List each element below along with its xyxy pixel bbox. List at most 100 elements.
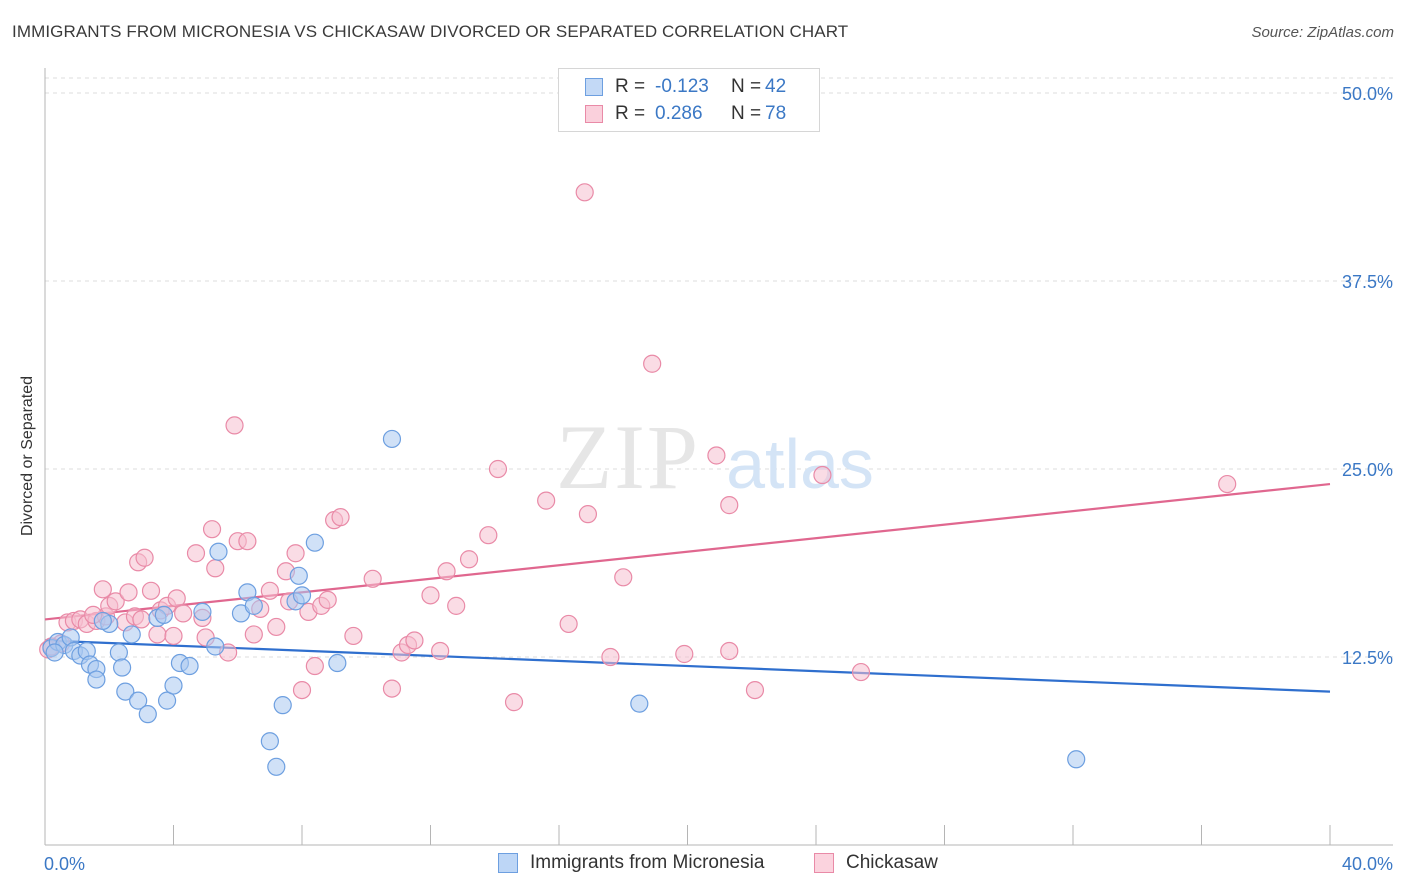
chickasaw-point bbox=[141, 581, 161, 600]
micronesia-point bbox=[267, 757, 286, 776]
chickasaw-point bbox=[437, 562, 456, 581]
y-tick-label: 50.0% bbox=[1342, 84, 1393, 104]
micronesia-point bbox=[193, 602, 212, 621]
chickasaw-point bbox=[643, 354, 662, 373]
watermark-zip: ZIP bbox=[556, 406, 700, 508]
y-tick-label: 25.0% bbox=[1342, 460, 1393, 480]
chickasaw-point bbox=[186, 544, 206, 563]
n-value: 42 bbox=[765, 76, 787, 97]
chickasaw-point bbox=[1218, 474, 1237, 494]
n-label: N = bbox=[731, 76, 762, 97]
chickasaw-point bbox=[479, 526, 498, 545]
r-value: 0.286 bbox=[655, 103, 703, 124]
chickasaw-point bbox=[504, 693, 524, 712]
tick-labels: 12.5% 25.0% 37.5% 50.0% 0.0% 40.0% bbox=[44, 84, 1393, 874]
chickasaw-point bbox=[331, 508, 350, 527]
micronesia-point bbox=[109, 643, 128, 662]
chickasaw-point bbox=[431, 641, 450, 661]
series-legend: Immigrants from Micronesia Chickasaw bbox=[0, 852, 1406, 878]
watermark: ZIP atlas bbox=[556, 406, 874, 508]
legend-row-micronesia: R = -0.123 N = 42 bbox=[585, 75, 786, 99]
chickasaw-point bbox=[174, 604, 193, 623]
chickasaw-point bbox=[720, 641, 739, 661]
micronesia-point bbox=[206, 637, 225, 656]
chickasaw-point bbox=[238, 532, 257, 551]
chickasaw-point bbox=[614, 568, 633, 587]
correlation-legend: R = -0.123 N = 42 R = 0.286 N = 78 bbox=[558, 68, 820, 132]
chickasaw-point bbox=[164, 626, 183, 646]
micronesia-point bbox=[209, 542, 228, 561]
chickasaw-point bbox=[459, 550, 479, 569]
micronesia-point bbox=[129, 691, 148, 710]
chickasaw-point bbox=[675, 644, 694, 664]
micronesia-point bbox=[87, 670, 106, 689]
grid-lines bbox=[45, 77, 1393, 658]
source-label: Source: ZipAtlas.com bbox=[1251, 24, 1394, 41]
chickasaw-point bbox=[745, 680, 765, 700]
chickasaw-point bbox=[537, 491, 556, 510]
chickasaw-point bbox=[206, 559, 225, 578]
chickasaw-point bbox=[286, 544, 305, 563]
chickasaw-point bbox=[421, 586, 440, 605]
chickasaw-point bbox=[578, 505, 598, 524]
legend-item-micronesia: Immigrants from Micronesia bbox=[498, 852, 764, 874]
micronesia-point bbox=[45, 643, 64, 662]
legend-label: Immigrants from Micronesia bbox=[530, 852, 765, 873]
data-points bbox=[39, 183, 1237, 776]
legend-row-chickasaw: R = 0.286 N = 78 bbox=[585, 102, 786, 126]
micronesia-point bbox=[180, 656, 199, 676]
micronesia-point bbox=[292, 586, 312, 605]
n-label: N = bbox=[731, 103, 762, 124]
micronesia-point bbox=[305, 533, 324, 552]
chickasaw-point bbox=[244, 625, 263, 644]
micronesia-point bbox=[382, 429, 402, 449]
chickasaw-point bbox=[707, 446, 726, 465]
x-tick-label: 0.0% bbox=[44, 854, 85, 874]
chickasaw-point bbox=[559, 614, 578, 634]
y-tick-label: 37.5% bbox=[1342, 272, 1393, 292]
micronesia-point bbox=[328, 653, 347, 673]
micronesia-point bbox=[164, 676, 183, 695]
chickasaw-point bbox=[344, 626, 363, 646]
chickasaw-point bbox=[292, 680, 312, 700]
legend-item-chickasaw: Chickasaw bbox=[814, 852, 938, 874]
chickasaw-point bbox=[447, 596, 466, 615]
chickasaw-point bbox=[363, 569, 382, 588]
micronesia-point bbox=[273, 696, 292, 715]
micronesia-point bbox=[260, 732, 279, 751]
micronesia-point bbox=[138, 705, 157, 724]
axes bbox=[44, 68, 1393, 846]
chickasaw-swatch bbox=[585, 105, 603, 123]
chickasaw-point bbox=[225, 416, 244, 435]
micronesia-point bbox=[116, 682, 135, 701]
micronesia-point bbox=[122, 625, 141, 644]
micronesia-point bbox=[1067, 750, 1086, 769]
micronesia-point bbox=[630, 694, 649, 713]
micronesia-point bbox=[289, 566, 308, 585]
micronesia-point bbox=[244, 596, 263, 615]
chickasaw-point bbox=[813, 465, 832, 485]
y-tick-label: 12.5% bbox=[1342, 648, 1393, 668]
chickasaw-point bbox=[119, 583, 138, 602]
chickasaw-point bbox=[135, 548, 154, 567]
watermark-atlas: atlas bbox=[726, 425, 874, 503]
micronesia-point bbox=[154, 605, 173, 625]
chickasaw-point bbox=[106, 592, 125, 611]
chickasaw-point bbox=[720, 496, 739, 515]
chickasaw-point bbox=[260, 581, 279, 600]
chickasaw-point bbox=[132, 610, 151, 629]
legend-label: Chickasaw bbox=[846, 852, 938, 873]
chickasaw-point bbox=[405, 631, 424, 650]
chickasaw-point bbox=[575, 183, 594, 202]
chickasaw-point bbox=[167, 589, 186, 608]
chickasaw-point bbox=[851, 662, 871, 682]
r-label: R = bbox=[615, 76, 646, 97]
n-value: 78 bbox=[765, 103, 787, 124]
micronesia-swatch bbox=[498, 853, 518, 873]
micronesia-trend-line bbox=[44, 639, 1331, 693]
x-tick-label: 40.0% bbox=[1342, 854, 1393, 874]
chickasaw-swatch bbox=[814, 853, 834, 873]
chickasaw-point bbox=[202, 520, 222, 539]
chickasaw-point bbox=[305, 656, 324, 676]
